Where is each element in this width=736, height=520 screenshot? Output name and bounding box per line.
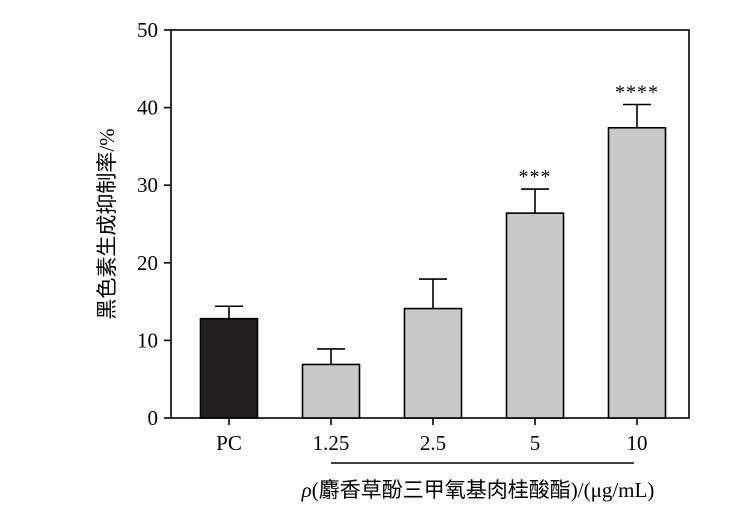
bar bbox=[505, 212, 565, 419]
y-axis-ticks: 0 10 20 30 40 50 bbox=[137, 18, 171, 430]
significance-label: *** bbox=[519, 166, 552, 188]
x-tick-label: 5 bbox=[530, 431, 541, 455]
y-tick-label: 50 bbox=[137, 18, 158, 42]
y-tick-label: 30 bbox=[137, 173, 158, 197]
x-tick-label: 10 bbox=[627, 431, 648, 455]
x-axis-title-text: (麝香草酚三甲氧基肉桂酸酯)/(μg/mL) bbox=[312, 478, 655, 502]
y-axis-title: 黑色素生成抑制率/% bbox=[95, 128, 119, 319]
x-axis-title: ρ(麝香草酚三甲氧基肉桂酸酯)/(μg/mL) bbox=[301, 478, 655, 502]
y-tick-label: 10 bbox=[137, 328, 158, 352]
bar bbox=[301, 363, 361, 419]
x-axis-title-symbol: ρ bbox=[301, 478, 312, 502]
x-axis-ticks: PC 1.25 2.5 5 10 bbox=[216, 418, 648, 455]
bar bbox=[403, 307, 463, 419]
bars: ******* bbox=[199, 81, 667, 419]
x-tick-label: 2.5 bbox=[420, 431, 446, 455]
bar bbox=[199, 317, 259, 419]
y-tick-label: 0 bbox=[148, 406, 159, 430]
y-tick-label: 20 bbox=[137, 251, 158, 275]
significance-label: **** bbox=[615, 81, 659, 103]
y-tick-label: 40 bbox=[137, 96, 158, 120]
x-tick-label: PC bbox=[216, 431, 242, 455]
x-tick-label: 1.25 bbox=[313, 431, 350, 455]
bar bbox=[607, 126, 667, 419]
